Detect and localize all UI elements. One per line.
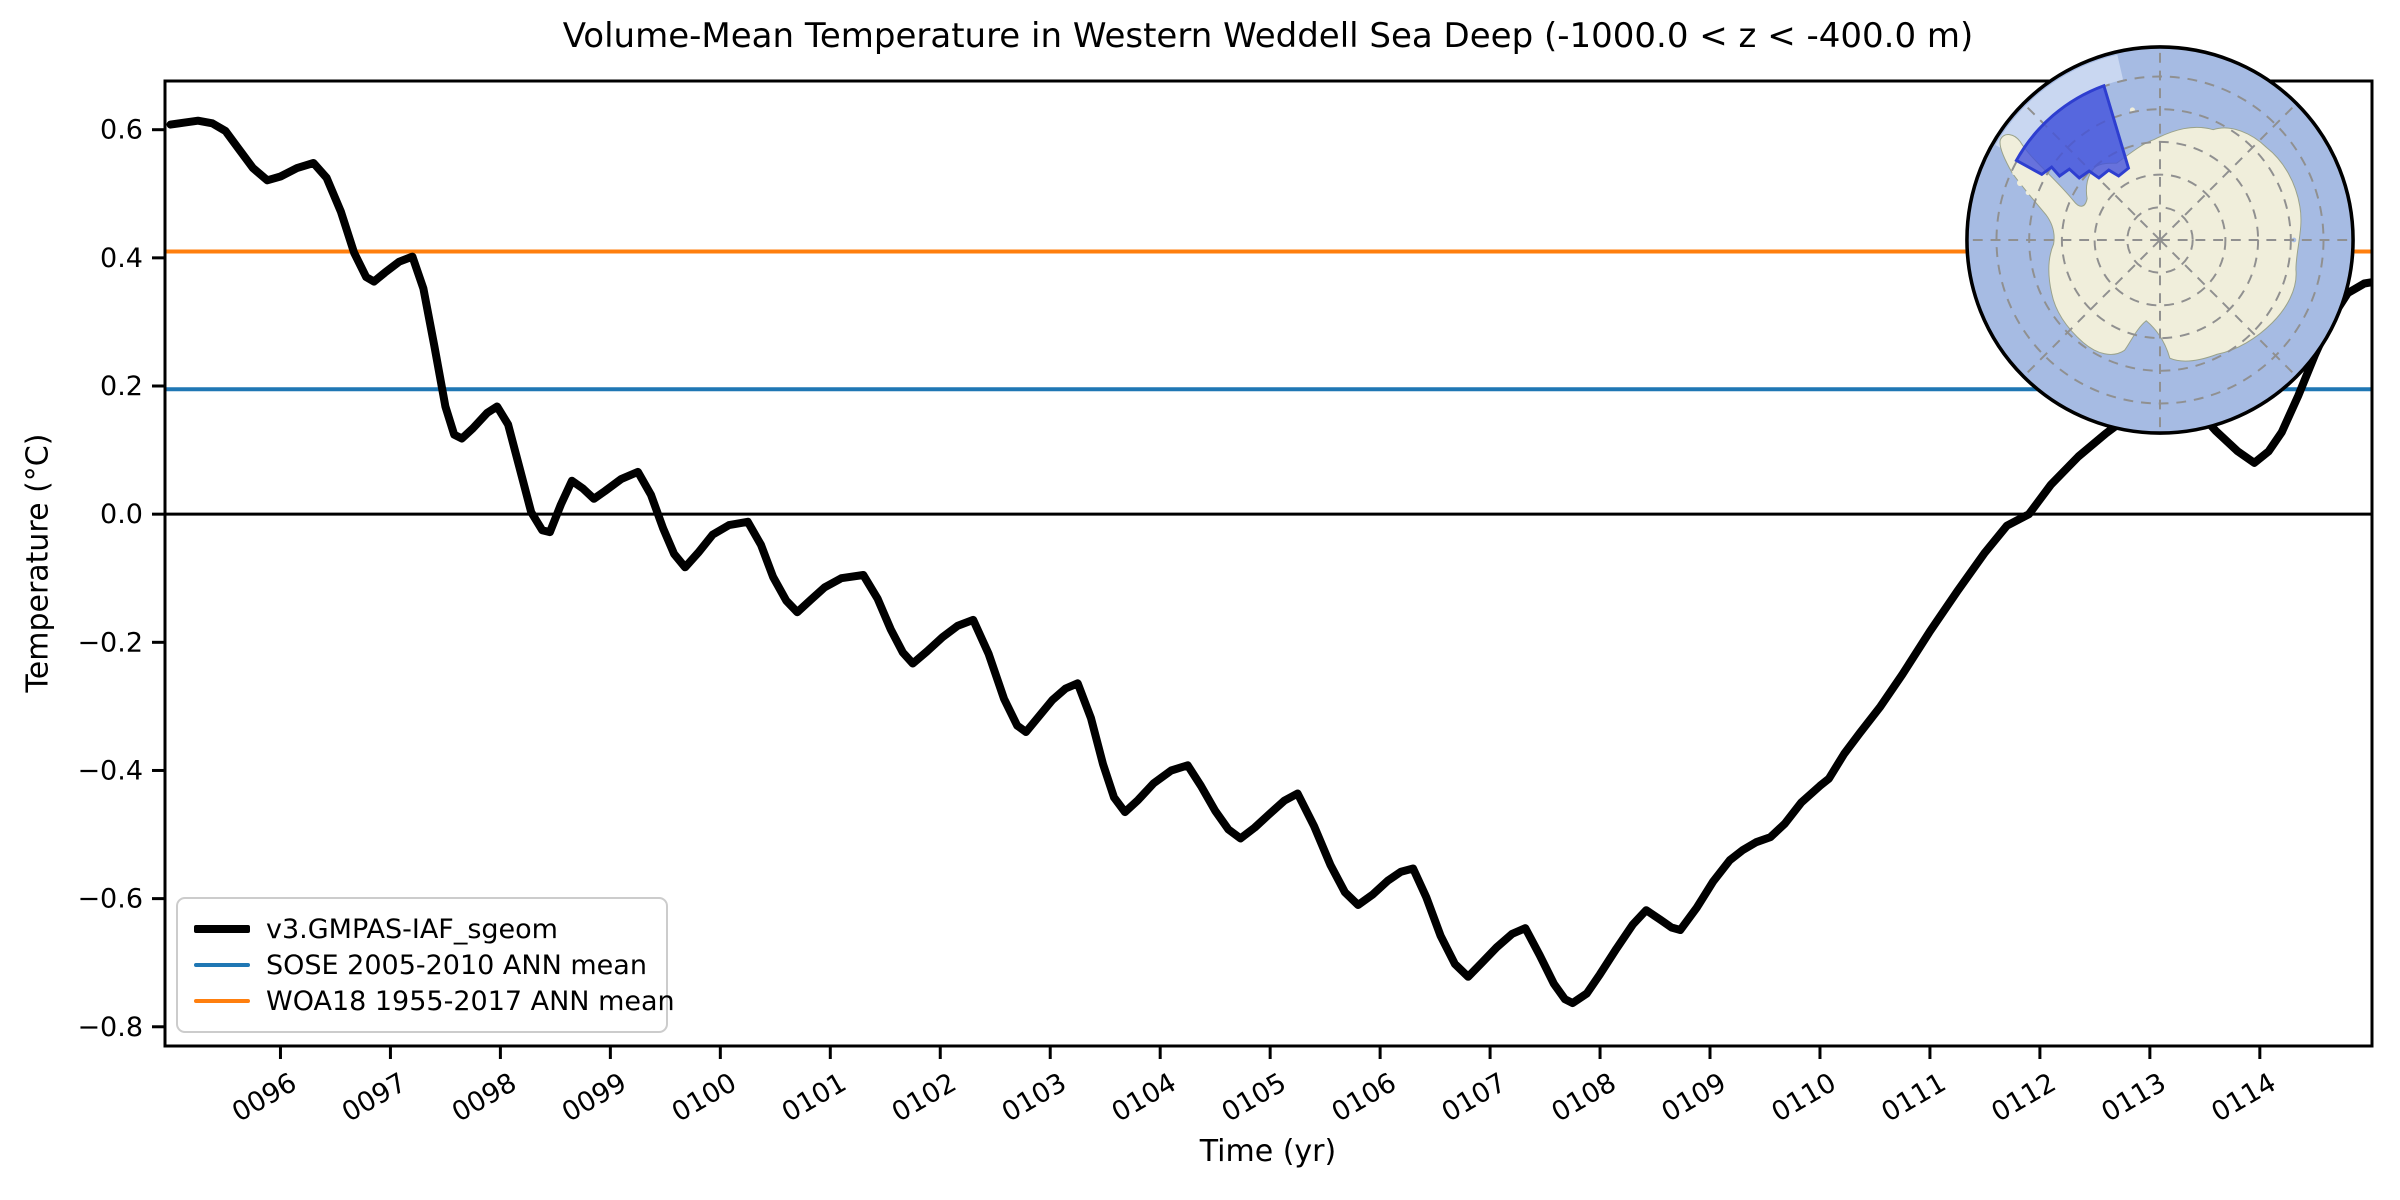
x-tick-label: 0100 [667,1067,742,1128]
x-tick-label: 0111 [1876,1067,1951,1128]
x-tick-label: 0099 [557,1067,632,1128]
map-islands [2012,107,2135,196]
y-tick-label: 0.4 [100,243,143,274]
map-outline-circle [1965,45,2355,435]
legend-item-label: v3.GMPAS-IAF_sgeom [266,913,558,945]
legend: v3.GMPAS-IAF_sgeom SOSE 2005-2010 ANN mea… [176,897,675,1033]
y-tick-label: −0.2 [77,627,143,658]
x-tick-label: 0106 [1327,1067,1402,1128]
legend-item: WOA18 1955-2017 ANN mean [194,988,675,1015]
y-tick-label: 0.2 [100,371,143,402]
x-tick-label: 0104 [1107,1067,1182,1128]
antarctica-inset-map [1965,45,2355,435]
legend-item: v3.GMPAS-IAF_sgeom [194,916,650,943]
y-tick-label: −0.4 [77,755,143,786]
x-tick-label: 0107 [1437,1067,1512,1128]
y-tick-label: −0.8 [77,1012,143,1043]
y-axis-label: Temperature (°C) [20,433,56,693]
y-tick-label: −0.6 [77,884,143,915]
x-axis-label: Time (yr) [1199,1134,1337,1169]
x-tick-label: 0112 [1986,1067,2061,1128]
y-tick-label: 0.6 [100,115,143,146]
y-tick-label: 0.0 [100,499,143,530]
legend-line-sample [194,925,250,933]
x-tick-label: 0102 [887,1067,962,1128]
axes-spines [163,79,2374,1048]
legend-item-label: SOSE 2005-2010 ANN mean [266,949,647,981]
x-tick-label: 0097 [337,1067,412,1128]
legend-line-sample [194,999,250,1003]
legend-item-label: WOA18 1955-2017 ANN mean [266,985,675,1017]
x-tick-label: 0105 [1217,1067,1292,1128]
x-tick-label: 0101 [777,1067,852,1128]
x-tick-label: 0096 [227,1067,302,1128]
x-tick-label: 0103 [997,1067,1072,1128]
x-tick-label: 0113 [2096,1067,2171,1128]
antarctica-landmass [1999,126,2302,362]
legend-item: SOSE 2005-2010 ANN mean [194,952,650,979]
x-tick-label: 0098 [447,1067,522,1128]
legend-line-sample [194,963,250,967]
series-line-v3.GMPAS-IAF_sgeom [166,116,2372,1008]
weddell-sea-region-highlight [2014,83,2131,180]
x-tick-label: 0114 [2206,1067,2281,1128]
x-tick-label: 0109 [1656,1067,1731,1128]
x-tick-label: 0108 [1547,1067,1622,1128]
page-title: Volume-Mean Temperature in Western Wedde… [562,16,1974,56]
x-tick-label: 0110 [1766,1067,1841,1128]
